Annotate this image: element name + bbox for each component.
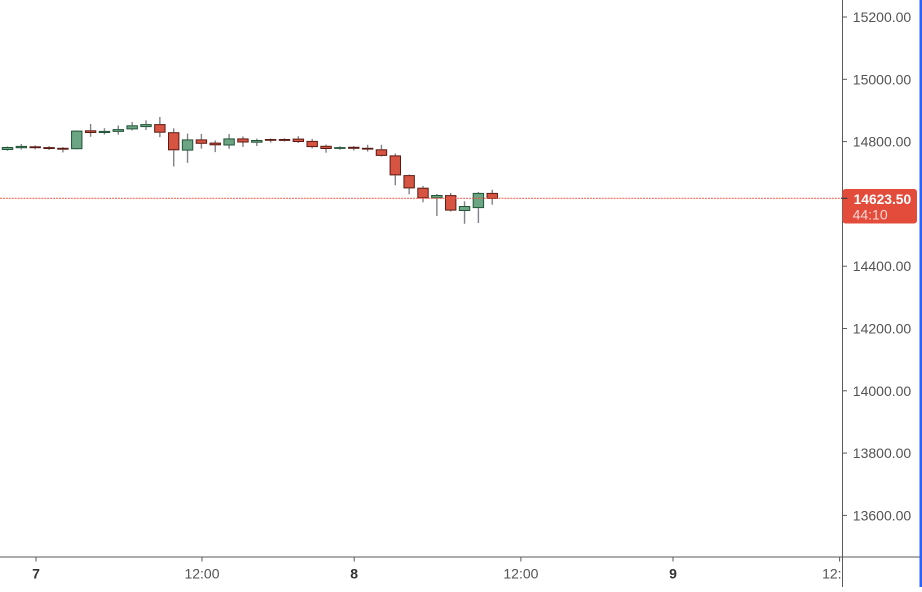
svg-text:13600.00: 13600.00 [853,507,912,523]
svg-text:8: 8 [350,565,358,581]
svg-text:9: 9 [669,565,677,581]
svg-text:44:10: 44:10 [853,207,888,223]
svg-text:14623.50: 14623.50 [854,192,912,207]
svg-text:13800.00: 13800.00 [853,445,912,461]
svg-text:14400.00: 14400.00 [853,258,912,274]
svg-text:15000.00: 15000.00 [853,71,912,87]
svg-text:12:00: 12:00 [184,565,219,581]
svg-text:14800.00: 14800.00 [853,134,912,150]
svg-text:14000.00: 14000.00 [853,383,912,399]
svg-text:12:00: 12:00 [503,565,538,581]
svg-text:7: 7 [32,565,40,581]
svg-text:15200.00: 15200.00 [853,9,912,25]
svg-text:14200.00: 14200.00 [853,321,912,337]
